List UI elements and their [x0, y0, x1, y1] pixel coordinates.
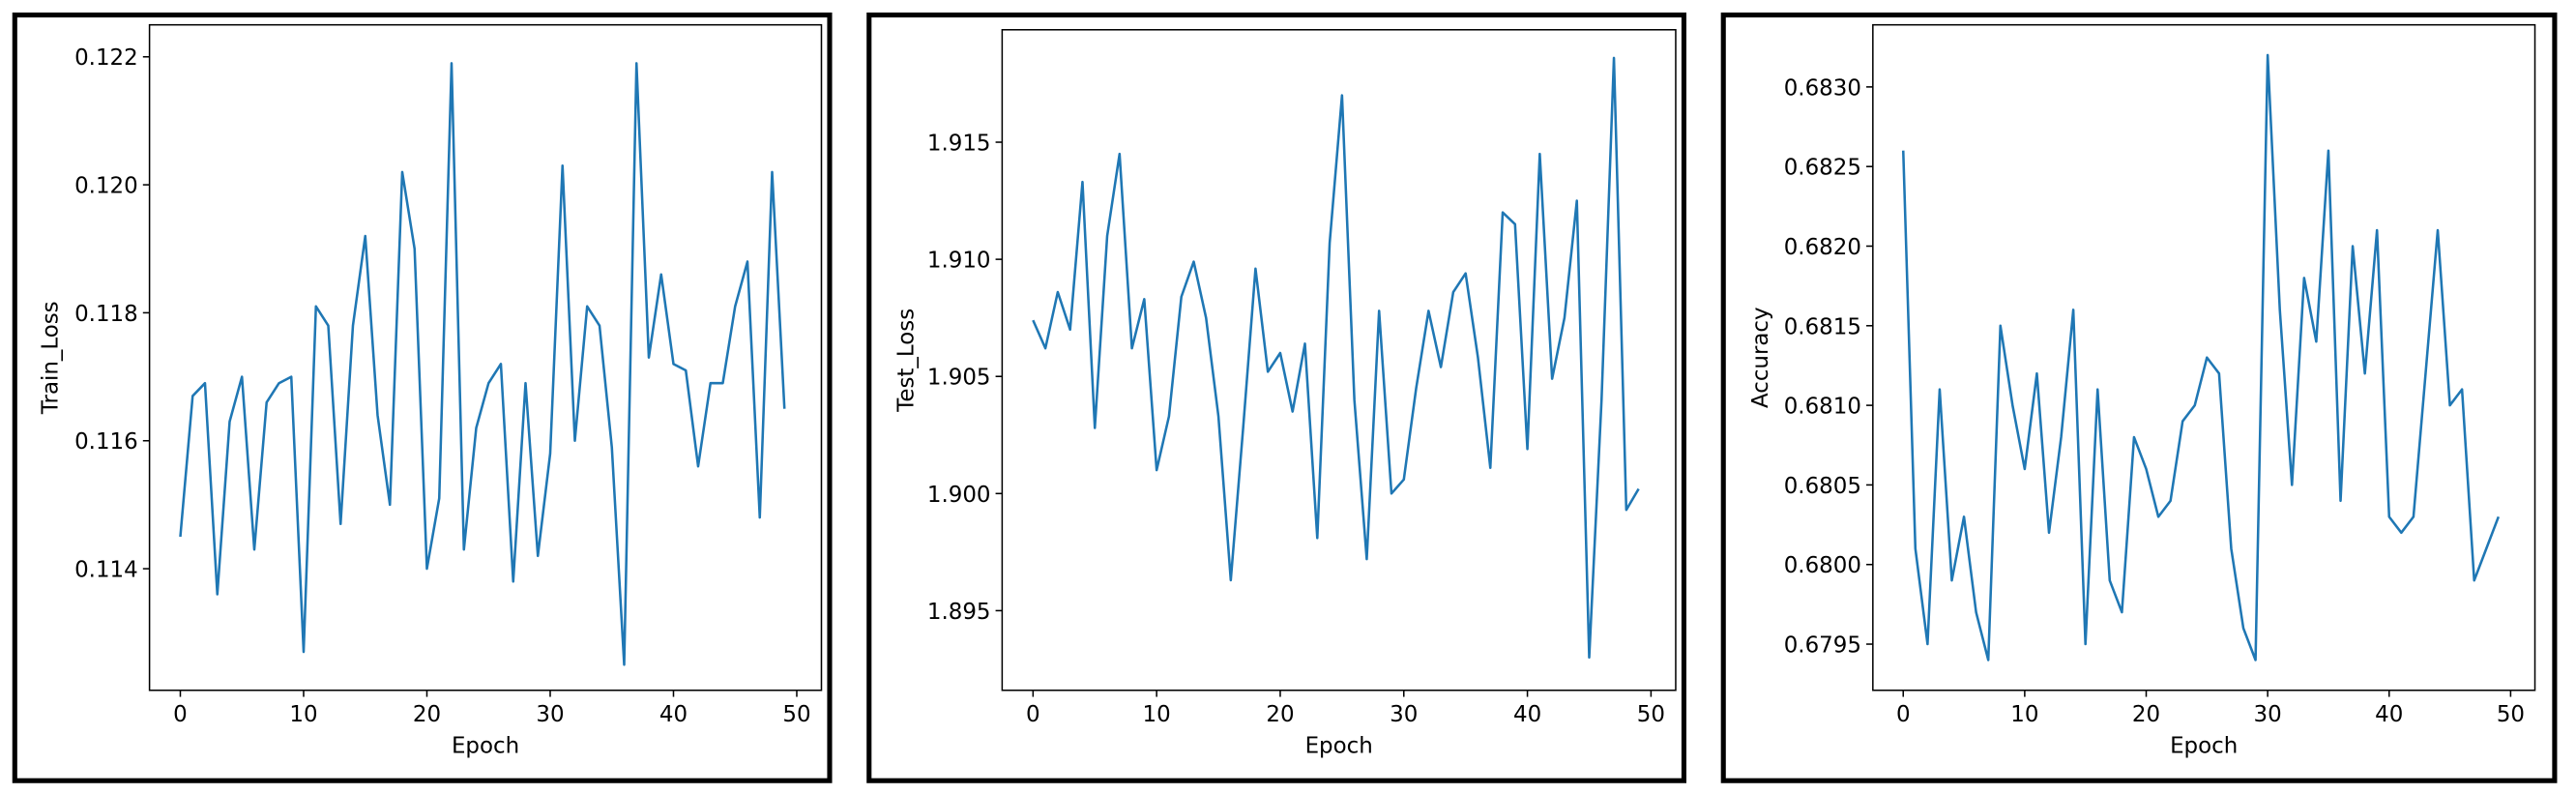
y-tick-label: 1.905: [927, 366, 991, 391]
y-tick-label: 0.6820: [1784, 235, 1861, 260]
data-line: [1901, 53, 2501, 662]
y-tick-label: 0.120: [74, 174, 138, 199]
x-axis-label: Epoch: [1305, 733, 1373, 758]
x-tick-label: 40: [659, 702, 688, 727]
x-tick-label: 50: [1637, 702, 1665, 727]
y-tick-label: 0.6825: [1784, 156, 1861, 181]
x-tick-label: 10: [289, 702, 317, 727]
x-tick-label: 10: [2010, 702, 2038, 727]
x-axis-label: Epoch: [2170, 733, 2238, 758]
y-tick-label: 0.122: [74, 45, 138, 71]
panel-frame: [12, 12, 833, 783]
x-tick-label: 10: [1143, 702, 1171, 727]
plot-area: [1872, 23, 2536, 691]
y-tick-label: 1.910: [927, 249, 991, 274]
x-tick-label: 0: [173, 702, 188, 727]
y-axis-label: Test_Loss: [894, 309, 920, 413]
x-tick-label: 50: [782, 702, 810, 727]
x-tick-label: 50: [2497, 702, 2525, 727]
x-tick-label: 40: [1513, 702, 1541, 727]
y-tick-label: 0.6800: [1784, 553, 1861, 578]
x-tick-label: 30: [536, 702, 564, 727]
y-tick-label: 0.116: [74, 429, 138, 455]
y-tick-label: 1.900: [927, 483, 991, 508]
x-tick-label: 30: [2254, 702, 2282, 727]
y-tick-label: 0.6830: [1784, 75, 1861, 101]
x-axis-label: Epoch: [452, 733, 519, 758]
data-line: [179, 62, 786, 666]
y-tick-label: 0.118: [74, 302, 138, 327]
plot-area: [1001, 29, 1677, 691]
y-tick-label: 0.6795: [1784, 633, 1861, 659]
x-tick-label: 0: [1896, 702, 1911, 727]
y-tick-label: 0.6810: [1784, 395, 1861, 420]
y-tick-label: 1.895: [927, 600, 991, 625]
y-axis-label: Train_Loss: [38, 301, 63, 415]
y-tick-label: 0.6805: [1784, 474, 1861, 499]
x-tick-label: 30: [1390, 702, 1418, 727]
y-tick-label: 0.114: [74, 558, 138, 583]
y-tick-label: 1.915: [927, 132, 991, 157]
x-tick-label: 20: [1266, 702, 1294, 727]
x-tick-label: 40: [2375, 702, 2403, 727]
data-line: [1032, 56, 1640, 660]
x-tick-label: 0: [1026, 702, 1040, 727]
x-tick-label: 20: [413, 702, 441, 727]
panel-frame: [1720, 12, 2558, 783]
y-tick-label: 0.6815: [1784, 314, 1861, 339]
y-axis-label: Accuracy: [1748, 307, 1773, 408]
panel-frame: [866, 12, 1687, 783]
x-tick-label: 20: [2132, 702, 2160, 727]
plot-area: [148, 23, 823, 691]
